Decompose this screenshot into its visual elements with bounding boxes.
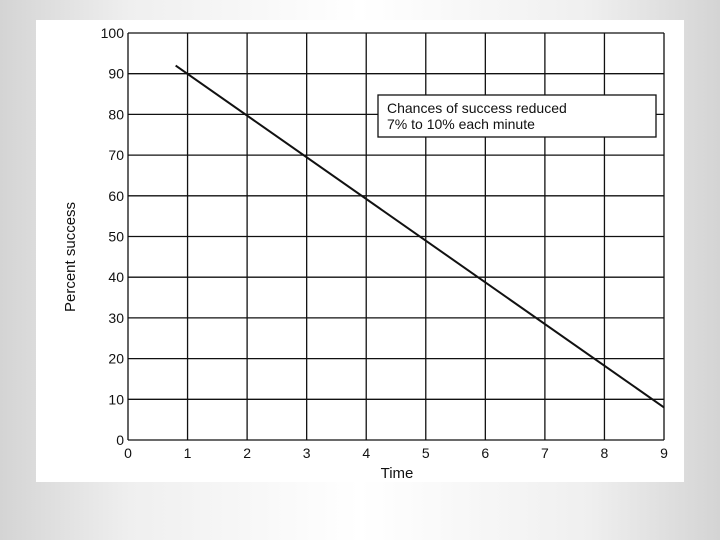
- y-tick-labels: 0 10 20 30 40 50 60 70 80 90 100: [101, 25, 125, 448]
- x-tick-label-1: 1: [184, 445, 192, 461]
- y-tick-label-10: 100: [101, 25, 125, 41]
- y-tick-label-0: 0: [116, 432, 124, 448]
- x-tick-label-7: 7: [541, 445, 549, 461]
- y-tick-label-7: 70: [108, 147, 124, 163]
- y-tick-label-8: 80: [108, 106, 124, 122]
- annotation-line-1: Chances of success reduced: [387, 100, 567, 116]
- line-chart: 0 1 2 3 4 5 6 7 8 9 0 10 20 30 40 50 60 70 80 90 100 Time P…: [62, 25, 668, 482]
- y-axis-title: Percent success: [62, 202, 79, 312]
- series-line-0: [175, 64, 665, 409]
- x-tick-label-6: 6: [481, 445, 489, 461]
- x-tick-label-2: 2: [243, 445, 251, 461]
- x-tick-labels: 0 1 2 3 4 5 6 7 8 9: [124, 445, 668, 461]
- x-tick-label-9: 9: [660, 445, 668, 461]
- y-tick-label-5: 50: [108, 229, 124, 245]
- y-tick-label-3: 30: [108, 310, 124, 326]
- x-axis-title: Time: [381, 465, 414, 482]
- x-tick-label-8: 8: [601, 445, 609, 461]
- x-tick-label-0: 0: [124, 445, 132, 461]
- y-tick-label-6: 60: [108, 188, 124, 204]
- x-tick-label-4: 4: [362, 445, 370, 461]
- annotation-line-2: 7% to 10% each minute: [387, 116, 535, 132]
- x-tick-label-5: 5: [422, 445, 430, 461]
- y-tick-label-9: 90: [108, 66, 124, 82]
- annotation-box: Chances of success reduced 7% to 10% eac…: [377, 94, 657, 138]
- chart-panel: 0 1 2 3 4 5 6 7 8 9 0 10 20 30 40 50 60 70 80 90 100 Time P…: [36, 20, 684, 482]
- annotation-frame: [377, 94, 657, 138]
- series-layer: [175, 64, 665, 409]
- y-tick-label-1: 10: [108, 391, 124, 407]
- y-tick-label-4: 40: [108, 269, 124, 285]
- y-tick-label-2: 20: [108, 351, 124, 367]
- grid: [127, 32, 665, 441]
- x-tick-label-3: 3: [303, 445, 311, 461]
